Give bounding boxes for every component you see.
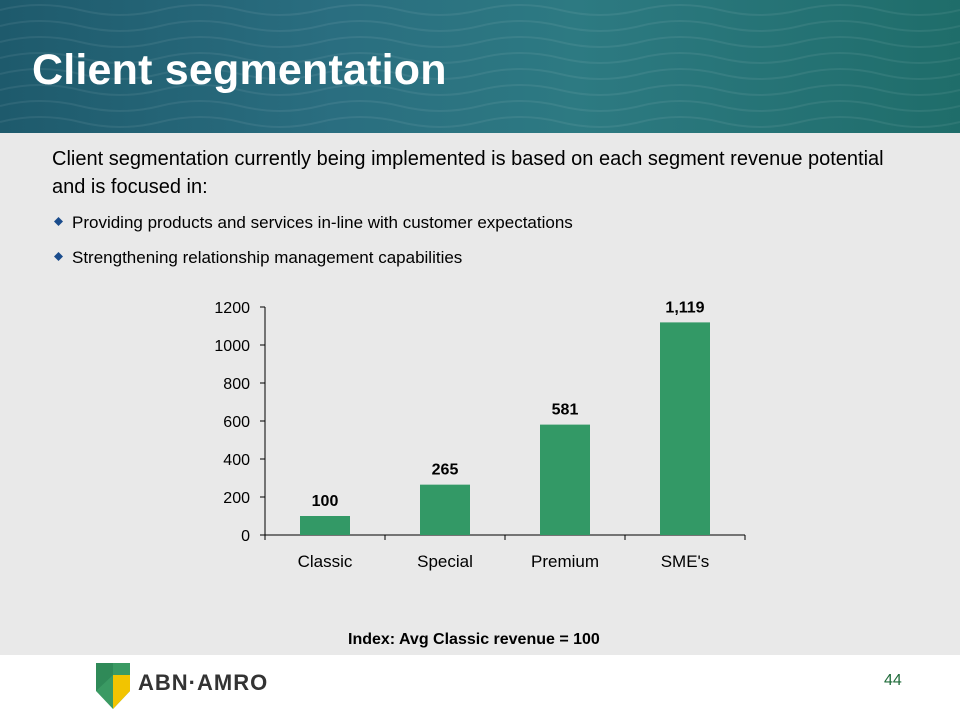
- y-tick-label: 0: [241, 528, 250, 545]
- slide-title: Client segmentation: [32, 46, 447, 94]
- bullet-text: Strengthening relationship management ca…: [72, 248, 463, 267]
- category-label: Classic: [298, 552, 353, 571]
- bar-classic: [300, 516, 350, 535]
- intro-text: Client segmentation currently being impl…: [52, 148, 884, 198]
- brand-wordmark: ABN·AMRO: [138, 670, 269, 695]
- abn-amro-shield-icon: [96, 663, 130, 709]
- y-tick-label: 1000: [214, 338, 250, 355]
- chart-bars: [300, 322, 710, 535]
- bar-premium: [540, 424, 590, 535]
- y-tick-label: 1200: [214, 300, 250, 317]
- bullet-item: Strengthening relationship management ca…: [54, 248, 462, 268]
- bullet-text: Providing products and services in-line …: [72, 213, 573, 232]
- data-label: 581: [552, 402, 579, 419]
- y-tick-label: 600: [223, 414, 250, 431]
- chart-labels: 100 Classic 265 Special 581 Premium 1,119 SME's: [298, 299, 710, 571]
- wave-pattern: [0, 4, 960, 128]
- bar-smes: [660, 322, 710, 535]
- category-label: Special: [417, 552, 473, 571]
- category-label: SME's: [661, 552, 710, 571]
- diamond-bullet-icon: [54, 216, 63, 226]
- y-tick-label: 800: [223, 376, 250, 393]
- bullet-item: Providing products and services in-line …: [54, 213, 573, 233]
- header-banner: Client segmentation: [0, 0, 960, 133]
- content-area: Client segmentation currently being impl…: [0, 133, 960, 655]
- data-label: 1,119: [665, 299, 704, 316]
- bar-special: [420, 484, 470, 535]
- data-label: 100: [312, 493, 339, 510]
- chart-axes: 0 200 400 600 800 1000 1200: [214, 300, 746, 545]
- data-label: 265: [432, 462, 459, 479]
- footer: ABN·AMRO 44: [0, 655, 960, 720]
- y-tick-label: 400: [223, 452, 250, 469]
- page-number: 44: [884, 672, 902, 689]
- bar-chart: 0 200 400 600 800 1000 1200 100 Classic 265 Speci…: [214, 299, 746, 571]
- y-tick-label: 200: [223, 490, 250, 507]
- diamond-bullet-icon: [54, 251, 63, 261]
- chart-caption: Index: Avg Classic revenue = 100: [348, 631, 600, 648]
- category-label: Premium: [531, 552, 599, 571]
